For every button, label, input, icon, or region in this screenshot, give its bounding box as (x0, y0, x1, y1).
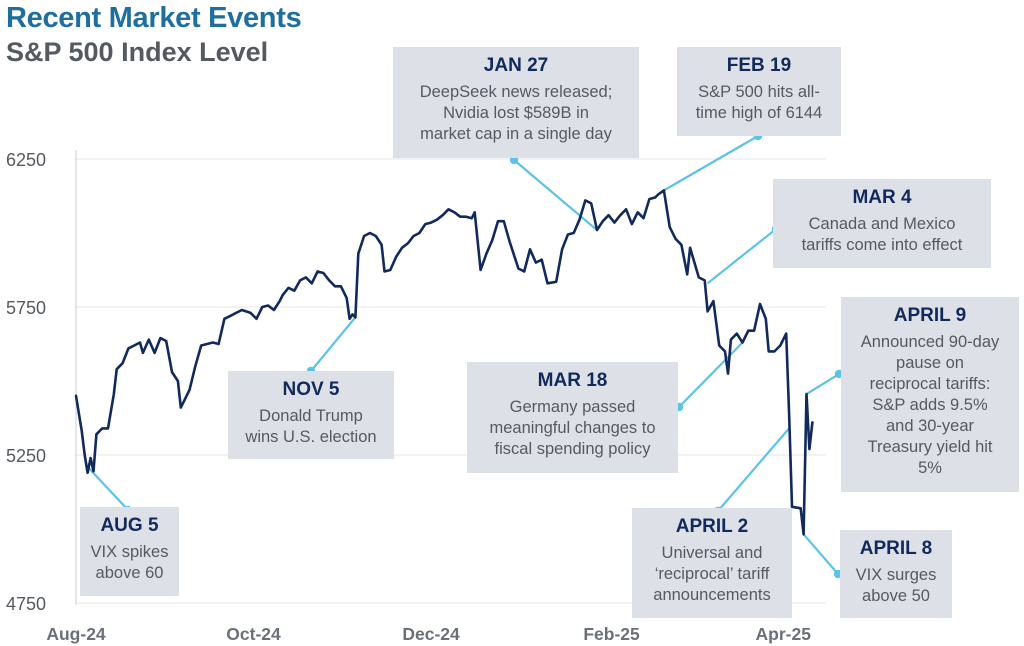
connector-line (805, 373, 840, 395)
connector-line (802, 533, 839, 575)
x-tick-label: Apr-25 (756, 624, 812, 644)
x-tick-label: Oct-24 (226, 624, 281, 644)
annotation-text: VIX surges above 50 (855, 566, 937, 605)
annotation-text: DeepSeek news released; Nvidia lost $589… (419, 83, 613, 143)
connector-line (86, 466, 129, 511)
annotation-heading: APRIL 8 (859, 538, 933, 559)
annotation-heading: JAN 27 (483, 55, 549, 76)
connector-line (717, 427, 790, 512)
connector-line (706, 228, 777, 285)
annotation-heading: AUG 5 (100, 515, 159, 536)
annotation-heading: APRIL 2 (675, 516, 749, 537)
annotation-nov5: NOV 5 Donald Trump wins U.S. election (228, 371, 394, 459)
annotation-mar18: MAR 18 Germany passed meaningful changes… (467, 362, 678, 473)
annotation-mar4: MAR 4 Canada and Mexico tariffs come int… (773, 179, 991, 268)
annotation-text: S&P 500 hits all- time high of 6144 (695, 83, 823, 122)
connector-line (678, 341, 744, 408)
annotation-text: Germany passed meaningful changes to fis… (489, 398, 656, 458)
chart-title: Recent Market Events (6, 2, 302, 34)
index-line-layer (74, 189, 814, 536)
index-line (74, 189, 814, 536)
chart-subtitle: S&P 500 Index Level (6, 37, 269, 67)
annotation-heading: MAR 18 (537, 370, 608, 391)
annotation-aug5: AUG 5 VIX spikes above 60 (80, 507, 179, 596)
annotation-heading: MAR 4 (852, 187, 912, 208)
x-tick-label: Feb-25 (583, 624, 640, 644)
annotation-heading: NOV 5 (282, 379, 340, 400)
connector-line (513, 159, 598, 231)
y-tick-label: 4750 (6, 594, 46, 614)
annotation-feb19: FEB 19 S&P 500 hits all- time high of 61… (677, 47, 841, 136)
annotation-april9: APRIL 9 Announced 90-day pause on recipr… (841, 297, 1019, 492)
y-tick-label: 5250 (6, 446, 46, 466)
connector-line (310, 316, 357, 372)
x-tick-label: Dec-24 (402, 624, 460, 644)
y-tick-label: 5750 (6, 298, 46, 318)
annotation-text: VIX spikes above 60 (90, 543, 169, 582)
annotation-text: Donald Trump wins U.S. election (245, 407, 377, 446)
annotation-text: Universal and ‘reciprocal’ tariff announ… (653, 544, 771, 604)
annotation-heading: FEB 19 (726, 55, 792, 76)
annotation-april2: APRIL 2 Universal and ‘reciprocal’ tarif… (632, 508, 792, 618)
annotation-text: Announced 90-day pause on reciprocal tar… (860, 333, 1000, 477)
annotation-jan27: JAN 27 DeepSeek news released; Nvidia lo… (393, 47, 639, 158)
annotation-text: Canada and Mexico tariffs come into effe… (801, 215, 963, 254)
annotation-april8: APRIL 8 VIX surges above 50 (840, 530, 952, 618)
y-tick-label: 6250 (6, 150, 46, 170)
x-tick-label: Aug-24 (46, 624, 106, 644)
annotation-heading: APRIL 9 (893, 305, 967, 326)
connector-line (663, 135, 759, 192)
